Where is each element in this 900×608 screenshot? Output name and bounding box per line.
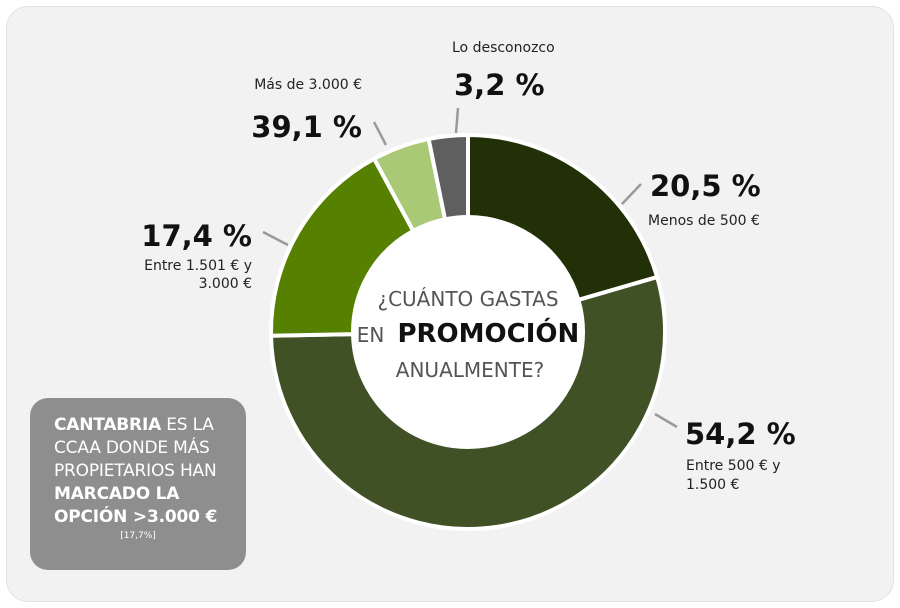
slice-label-3-2: Lo desconozco — [452, 40, 555, 56]
center-title-line3: ANUALMENTE? — [396, 358, 544, 382]
note-line-1-rest: ES LA — [161, 415, 214, 435]
note-line-4: MARCADO LA — [54, 483, 236, 506]
donut-slices — [268, 132, 667, 531]
leader-line-20-5 — [621, 183, 642, 205]
leader-line-17-4 — [262, 230, 289, 247]
center-title-line2-strong: PROMOCIÓN — [397, 317, 579, 349]
slice-label-17-4-line1: Entre 1.501 € y — [144, 258, 252, 274]
note-line-1: CANTABRIA ES LA — [54, 414, 236, 437]
note-line-5-strong: OPCIÓN >3.000 € — [54, 507, 218, 527]
slice-percent-3-2: 3,2 % — [454, 68, 545, 102]
center-title-line1: ¿CUÁNTO GASTAS — [377, 287, 558, 311]
slice-percent-54-2: 54,2 % — [685, 417, 796, 451]
cantabria-note-box: CANTABRIA ES LA CCAA DONDE MÁS PROPIETAR… — [30, 398, 246, 570]
slice-label-17-4-line2: 3.000 € — [199, 276, 252, 292]
slice-label-20-5: Menos de 500 € — [648, 213, 760, 229]
note-line-4-strong: MARCADO LA — [54, 484, 180, 504]
donut-hole — [353, 217, 583, 447]
leader-line-54-2 — [654, 412, 678, 429]
center-title-line2-prefix: EN — [357, 323, 385, 347]
note-line-5: OPCIÓN >3.000 € — [54, 506, 236, 529]
slice-percent-20-5: 20,5 % — [650, 169, 761, 203]
note-cantabria: CANTABRIA — [54, 415, 162, 435]
note-subtext: [17,7%] — [120, 531, 156, 541]
slice-percent-17-4: 17,4 % — [141, 219, 252, 253]
slice-label-54-2-line2: 1.500 € — [686, 477, 739, 493]
leader-line-3-2 — [454, 107, 460, 134]
leader-line-39-1 — [372, 121, 388, 146]
note-line-3: PROPIETARIOS HAN — [54, 461, 217, 481]
note-line-2: CCAA DONDE MÁS — [54, 438, 210, 458]
slice-percent-39-1: 39,1 % — [251, 110, 362, 144]
center-title-line2: EN PROMOCIÓN — [357, 317, 579, 349]
slice-label-39-1: Más de 3.000 € — [254, 77, 362, 93]
slice-label-54-2-line1: Entre 500 € y — [686, 458, 781, 474]
